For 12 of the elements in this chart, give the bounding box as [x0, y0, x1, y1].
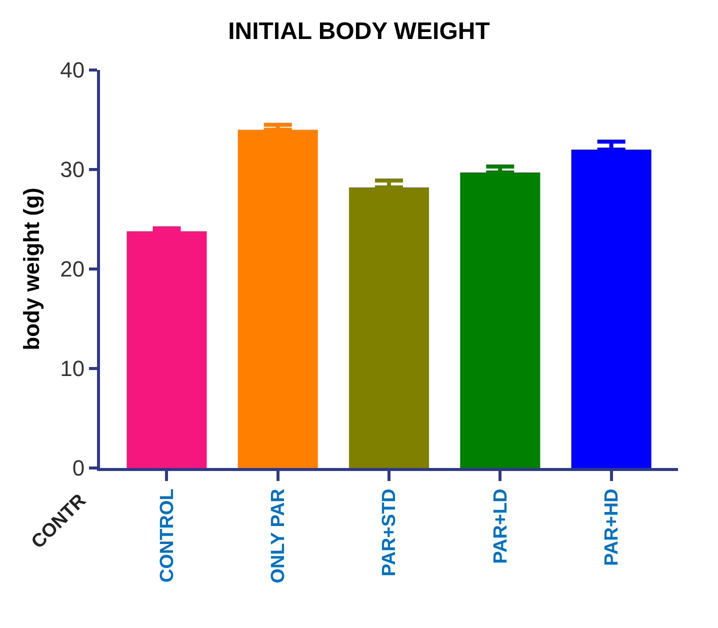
x-tick-label: CONTROL: [156, 488, 178, 583]
y-tick-label: 40: [60, 58, 85, 83]
x-tick-label: PAR+LD: [490, 488, 512, 564]
chart-title: INITIAL BODY WEIGHT: [228, 18, 490, 45]
x-tick-label: PAR+STD: [379, 488, 400, 576]
y-tick-label: 10: [60, 356, 85, 382]
x-tick-label: ONLY PAR: [268, 488, 290, 584]
y-axis-title: body weight (g): [18, 188, 44, 350]
x-tick-label: PAR+HD: [601, 488, 622, 566]
y-tick-label: 30: [60, 157, 85, 182]
y-tick-label: 20: [60, 256, 85, 282]
y-tick-label: 0: [72, 456, 85, 481]
